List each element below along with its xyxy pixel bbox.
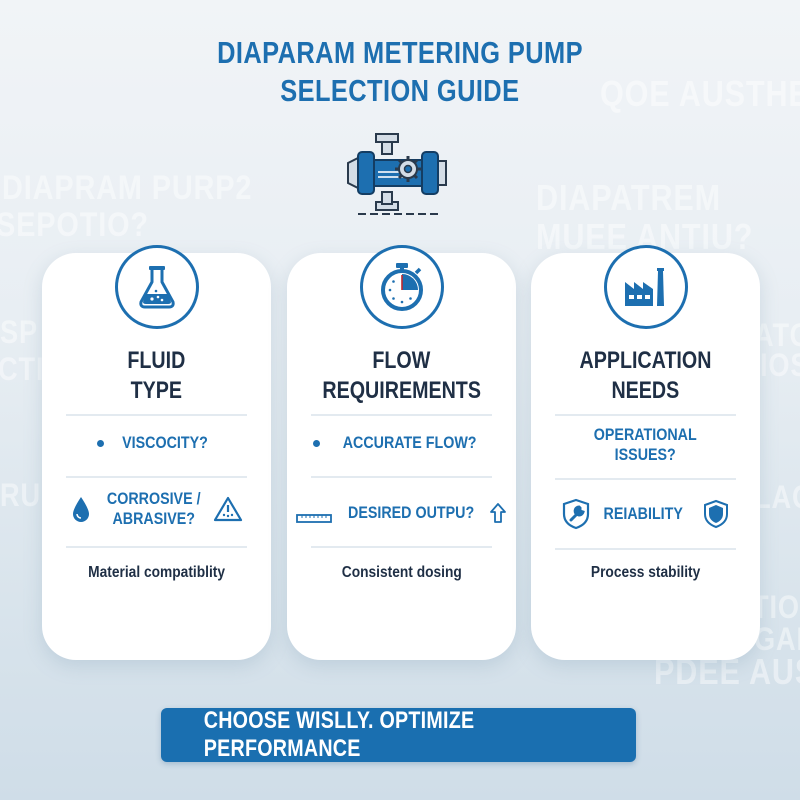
criteria-corrosive-abrasive: CORROSIVE / ABRASIVE? bbox=[42, 489, 271, 529]
watermark-text: IOS bbox=[760, 347, 800, 383]
stopwatch-icon bbox=[380, 263, 423, 311]
watermark-text: TIOS bbox=[752, 589, 800, 625]
pump-with-gear-icon bbox=[347, 133, 447, 215]
hazard-warning-icon bbox=[214, 496, 243, 522]
card-icon-circle bbox=[603, 245, 688, 329]
card-title: APPLICATION NEEDS bbox=[579, 347, 712, 404]
watermark-text: DIAPATREM bbox=[536, 177, 722, 218]
watermark-text: SEPOTIO? bbox=[0, 206, 149, 244]
divider bbox=[66, 476, 247, 478]
criteria-accurate-flow: ACCURATE FLOW? bbox=[287, 433, 516, 453]
water-drop-icon bbox=[72, 497, 89, 522]
card-fluid-type: FLUID TYPE VISCOCITY? CORROSIVE / ABRASI… bbox=[42, 245, 271, 660]
watermark-text: RU bbox=[0, 477, 41, 513]
criteria-reliability: REIABILITY bbox=[531, 498, 760, 530]
watermark-text: ATO bbox=[754, 317, 800, 353]
card-footer-text: Process stability bbox=[590, 564, 701, 581]
choose-wisely-button[interactable]: CHOOSE WISLLY. OPTIMIZE PERFORMANCE bbox=[161, 707, 636, 762]
watermark-text: LAC bbox=[754, 479, 800, 515]
shield-wrench-icon bbox=[563, 498, 590, 530]
bullet-icon bbox=[313, 439, 321, 447]
page-title: DIAPARAM METERING PUMP SELECTION GUIDE bbox=[0, 34, 800, 110]
divider bbox=[66, 546, 247, 548]
arrow-up-icon bbox=[489, 503, 506, 523]
factory-icon bbox=[624, 268, 664, 306]
criteria-operational-issues: OPERATIONAL ISSUES? bbox=[594, 425, 697, 464]
divider bbox=[555, 478, 736, 480]
criteria-viscosity: VISCOCITY? bbox=[42, 433, 271, 453]
flask-icon bbox=[138, 266, 175, 309]
watermark-text: GAI bbox=[754, 621, 800, 657]
card-flow-requirements: FLOW REQUIREMENTS ACCURATE FLOW? DESIRED… bbox=[287, 245, 516, 660]
card-footer-text: Material compatiblity bbox=[88, 564, 225, 581]
divider bbox=[555, 548, 736, 550]
divider bbox=[311, 546, 492, 548]
card-title: FLUID TYPE bbox=[127, 347, 186, 404]
watermark-text: QOE AUSTHE bbox=[600, 73, 800, 114]
card-icon-circle bbox=[359, 245, 444, 329]
divider bbox=[311, 476, 492, 478]
watermark-text: CTI bbox=[0, 351, 45, 387]
ruler-icon bbox=[296, 514, 333, 523]
card-application-needs: APPLICATION NEEDS OPERATIONAL ISSUES? RE… bbox=[531, 245, 760, 660]
card-title: FLOW REQUIREMENTS bbox=[322, 347, 481, 404]
divider bbox=[66, 414, 247, 416]
watermark-text: DIAPRAM PURP2 bbox=[2, 169, 253, 207]
title-line-2: SELECTION GUIDE bbox=[280, 73, 520, 108]
divider bbox=[311, 414, 492, 416]
card-footer-text: Consistent dosing bbox=[341, 564, 462, 581]
divider bbox=[555, 414, 736, 416]
watermark-text: SP bbox=[0, 314, 38, 350]
card-icon-circle bbox=[114, 245, 199, 329]
title-line-1: DIAPARAM METERING PUMP bbox=[217, 35, 583, 70]
shield-icon bbox=[703, 499, 728, 529]
criteria-desired-output: DESIRED OUTPU? bbox=[287, 502, 516, 524]
bullet-icon bbox=[96, 439, 104, 447]
